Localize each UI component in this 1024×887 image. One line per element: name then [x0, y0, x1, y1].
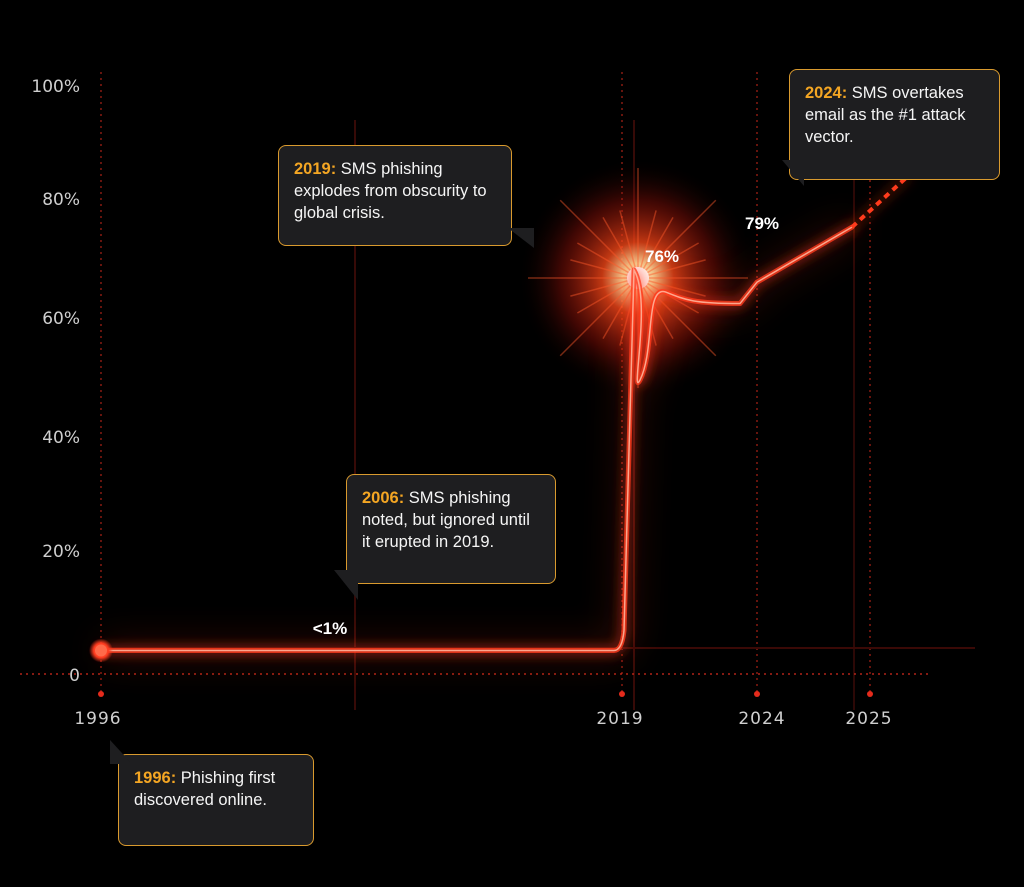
axes: 100% 80% 60% 40% 20% 0 1996 2019 2024 2025: [20, 77, 975, 729]
tick-dot-3: [867, 691, 873, 697]
tick-dot-0: [98, 691, 104, 697]
x-tick-label: 1996: [74, 709, 121, 729]
burst-ray: [637, 242, 699, 279]
annotation-2019-year: 2019:: [294, 160, 337, 178]
series-line: [89, 172, 912, 663]
annotation-2006: 2006: SMS phishing noted, but ignored un…: [346, 474, 556, 584]
annotation-1996-year: 1996:: [134, 769, 177, 787]
value-label-2: 79%: [745, 214, 779, 233]
burst-ray: [637, 199, 717, 279]
burst-ray: [637, 217, 674, 279]
value-labels: <1% 76% 79%: [313, 214, 779, 638]
annotation-2024-year: 2024:: [805, 84, 848, 102]
annotation-2019-tail: [508, 228, 534, 248]
y-tick-label: 80%: [42, 190, 80, 210]
y-tick-label: 60%: [42, 309, 80, 329]
annotation-2019-text: SMS phishing explodes from obscurity to …: [294, 160, 487, 222]
tick-dot-1: [619, 691, 625, 697]
annotation-2006-text: SMS phishing noted, but ignored until it…: [362, 489, 530, 551]
annotation-2006-tail: [334, 570, 358, 600]
y-tick-label: 20%: [42, 542, 80, 562]
annotation-2024: 2024: SMS overtakes email as the #1 atta…: [789, 69, 1000, 180]
tick-dot-2: [754, 691, 760, 697]
annotation-1996: 1996: Phishing first discovered online.: [118, 754, 314, 846]
annotation-1996-tail: [110, 740, 132, 764]
value-label-0: <1%: [313, 619, 348, 638]
x-tick-label: 2019: [596, 709, 643, 729]
annotation-2024-text: SMS overtakes email as the #1 attack vec…: [805, 84, 966, 146]
y-tick-label: 0: [69, 666, 80, 686]
annotation-2019: 2019: SMS phishing explodes from obscuri…: [278, 145, 512, 246]
annotation-1996-text: Phishing first discovered online.: [134, 769, 276, 809]
burst-ray: [559, 277, 639, 357]
start-point: [95, 644, 107, 657]
burst-ray: [637, 277, 717, 357]
value-label-1: 76%: [645, 247, 679, 266]
x-tick-label: 2024: [738, 709, 785, 729]
series-line-core: [101, 226, 853, 652]
projection-line: [850, 172, 912, 229]
burst-ray: [559, 199, 639, 279]
annotation-2006-year: 2006:: [362, 489, 405, 507]
y-tick-label: 100%: [31, 77, 80, 97]
x-tick-label: 2025: [845, 709, 892, 729]
burst-ray: [637, 210, 657, 279]
burst-ray: [570, 259, 639, 279]
annotation-2024-tail: [782, 160, 804, 186]
burst-ray: [637, 259, 706, 279]
y-tick-label: 40%: [42, 428, 80, 448]
